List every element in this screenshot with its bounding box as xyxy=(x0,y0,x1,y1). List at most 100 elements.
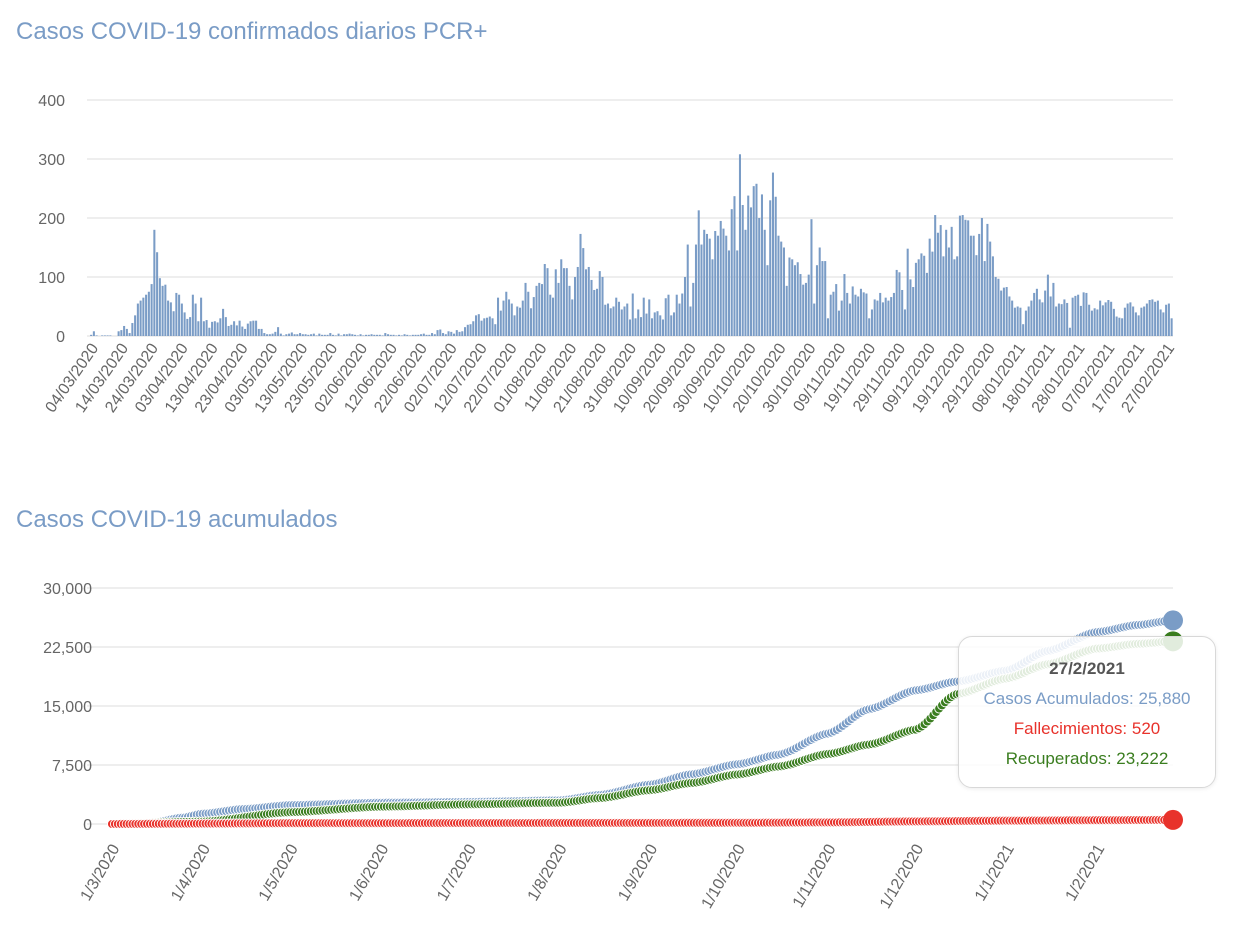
daily-cases-chart: 400300200100004/03/202014/03/202024/03/2… xyxy=(38,93,1178,416)
bar xyxy=(689,306,692,336)
bar xyxy=(650,318,654,336)
bar xyxy=(562,268,566,336)
x-tick-label: 1/2/2021 xyxy=(1063,841,1109,904)
bar xyxy=(288,333,291,336)
bar xyxy=(1063,299,1066,336)
y-tick-label: 300 xyxy=(38,152,65,169)
bar xyxy=(359,334,362,336)
bar xyxy=(414,334,417,336)
bar xyxy=(1126,303,1129,336)
bar xyxy=(598,271,601,336)
bar xyxy=(730,209,733,336)
bar xyxy=(978,233,981,336)
bar xyxy=(1085,292,1088,336)
bar xyxy=(725,235,728,336)
bar xyxy=(835,284,838,336)
bar xyxy=(763,229,766,336)
bar xyxy=(961,215,964,336)
bar xyxy=(356,335,359,336)
bar xyxy=(615,297,618,336)
bar xyxy=(417,334,420,336)
bar xyxy=(868,318,871,336)
bar xyxy=(540,284,544,336)
bar xyxy=(296,334,299,336)
bar xyxy=(986,223,989,336)
bar xyxy=(945,229,948,336)
x-tick-label: 1/10/2020 xyxy=(699,841,749,911)
bar xyxy=(461,331,464,336)
y-tick-label: 100 xyxy=(38,270,65,287)
bar xyxy=(1041,302,1044,336)
bar xyxy=(678,303,681,336)
bar xyxy=(1008,296,1011,336)
bar xyxy=(376,334,379,336)
bar xyxy=(202,321,205,336)
bar xyxy=(326,334,329,336)
bar xyxy=(150,284,153,336)
bar xyxy=(571,299,574,336)
bar xyxy=(191,294,194,336)
bar xyxy=(387,334,390,336)
bar xyxy=(1154,301,1157,336)
bar xyxy=(436,330,439,336)
bar xyxy=(1143,306,1146,336)
bar xyxy=(535,285,538,336)
bar xyxy=(1002,287,1005,336)
bar xyxy=(634,318,637,336)
bar xyxy=(1118,317,1121,336)
bar xyxy=(483,318,486,336)
bar xyxy=(595,288,599,336)
bar xyxy=(216,322,219,336)
bar xyxy=(233,321,236,336)
bar xyxy=(975,255,978,336)
bar xyxy=(370,334,373,336)
bar xyxy=(862,292,865,336)
bar xyxy=(1049,296,1052,336)
bar xyxy=(1074,295,1077,336)
bar xyxy=(983,261,986,336)
bar xyxy=(705,233,709,336)
bar xyxy=(497,297,500,336)
bar xyxy=(1027,306,1030,336)
bar xyxy=(513,315,516,336)
bar xyxy=(989,241,992,336)
bar xyxy=(1046,274,1049,336)
bar xyxy=(117,331,120,336)
bar xyxy=(565,268,568,336)
bar xyxy=(774,196,777,336)
bar xyxy=(557,282,560,336)
bar xyxy=(826,318,829,336)
highlight-point xyxy=(1163,610,1183,631)
bar xyxy=(488,316,491,336)
bar xyxy=(802,284,805,336)
bar xyxy=(249,321,252,336)
bar xyxy=(255,320,258,336)
bar xyxy=(1162,312,1165,336)
bar xyxy=(958,215,961,336)
bar xyxy=(895,269,898,336)
bar xyxy=(1137,315,1140,336)
bar xyxy=(791,259,794,336)
bar xyxy=(824,261,827,336)
bar xyxy=(747,195,750,336)
bar xyxy=(1101,305,1104,336)
bar xyxy=(169,302,172,336)
bar xyxy=(576,266,579,336)
y-tick-label: 30,000 xyxy=(43,581,92,598)
bar xyxy=(241,326,244,336)
bar xyxy=(458,331,461,336)
bar xyxy=(1038,299,1041,336)
bar xyxy=(653,312,656,336)
bar xyxy=(183,312,186,336)
bar xyxy=(620,309,623,336)
bar xyxy=(1099,300,1102,336)
bar xyxy=(1123,307,1126,336)
bar xyxy=(604,304,607,336)
bar xyxy=(299,333,302,336)
bar xyxy=(447,331,450,336)
bar xyxy=(656,311,659,336)
bar xyxy=(738,154,741,336)
bar xyxy=(832,291,835,336)
bar xyxy=(804,282,807,336)
bar xyxy=(521,300,524,336)
